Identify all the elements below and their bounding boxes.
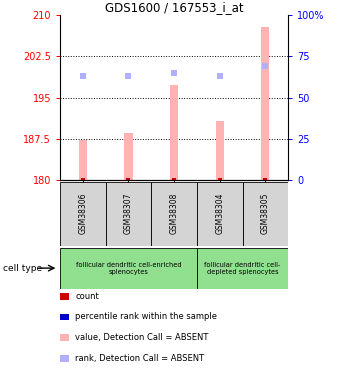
Bar <box>261 27 269 180</box>
Point <box>217 72 222 78</box>
Bar <box>125 133 132 180</box>
Bar <box>60 355 69 362</box>
Text: GSM38305: GSM38305 <box>261 193 270 234</box>
Text: cell type: cell type <box>3 264 43 273</box>
Point <box>126 177 131 183</box>
Bar <box>243 182 288 246</box>
Point <box>171 177 177 183</box>
Bar <box>60 248 197 289</box>
Point <box>126 72 131 78</box>
Text: percentile rank within the sample: percentile rank within the sample <box>75 312 217 321</box>
Bar <box>197 182 243 246</box>
Bar <box>60 182 106 246</box>
Title: GDS1600 / 167553_i_at: GDS1600 / 167553_i_at <box>105 1 244 14</box>
Bar <box>197 248 288 289</box>
Bar <box>216 121 224 180</box>
Text: GSM38306: GSM38306 <box>78 193 87 234</box>
Bar <box>106 182 151 246</box>
Point <box>80 72 85 78</box>
Point <box>263 63 268 69</box>
Text: follicular dendritic cell-
depleted splenocytes: follicular dendritic cell- depleted sple… <box>204 262 281 274</box>
Text: GSM38308: GSM38308 <box>169 193 179 234</box>
Point <box>171 70 177 76</box>
Point <box>217 177 222 183</box>
Bar <box>60 334 69 341</box>
Point <box>80 177 85 183</box>
Bar <box>79 140 87 180</box>
Bar <box>60 314 69 320</box>
Text: rank, Detection Call = ABSENT: rank, Detection Call = ABSENT <box>75 354 204 363</box>
Bar <box>151 182 197 246</box>
Text: GSM38304: GSM38304 <box>215 193 224 234</box>
Bar <box>170 86 178 180</box>
Text: GSM38307: GSM38307 <box>124 193 133 234</box>
Text: count: count <box>75 292 99 301</box>
Text: value, Detection Call = ABSENT: value, Detection Call = ABSENT <box>75 333 209 342</box>
Bar <box>60 293 69 300</box>
Point <box>263 177 268 183</box>
Text: follicular dendritic cell-enriched
splenocytes: follicular dendritic cell-enriched splen… <box>76 262 181 274</box>
